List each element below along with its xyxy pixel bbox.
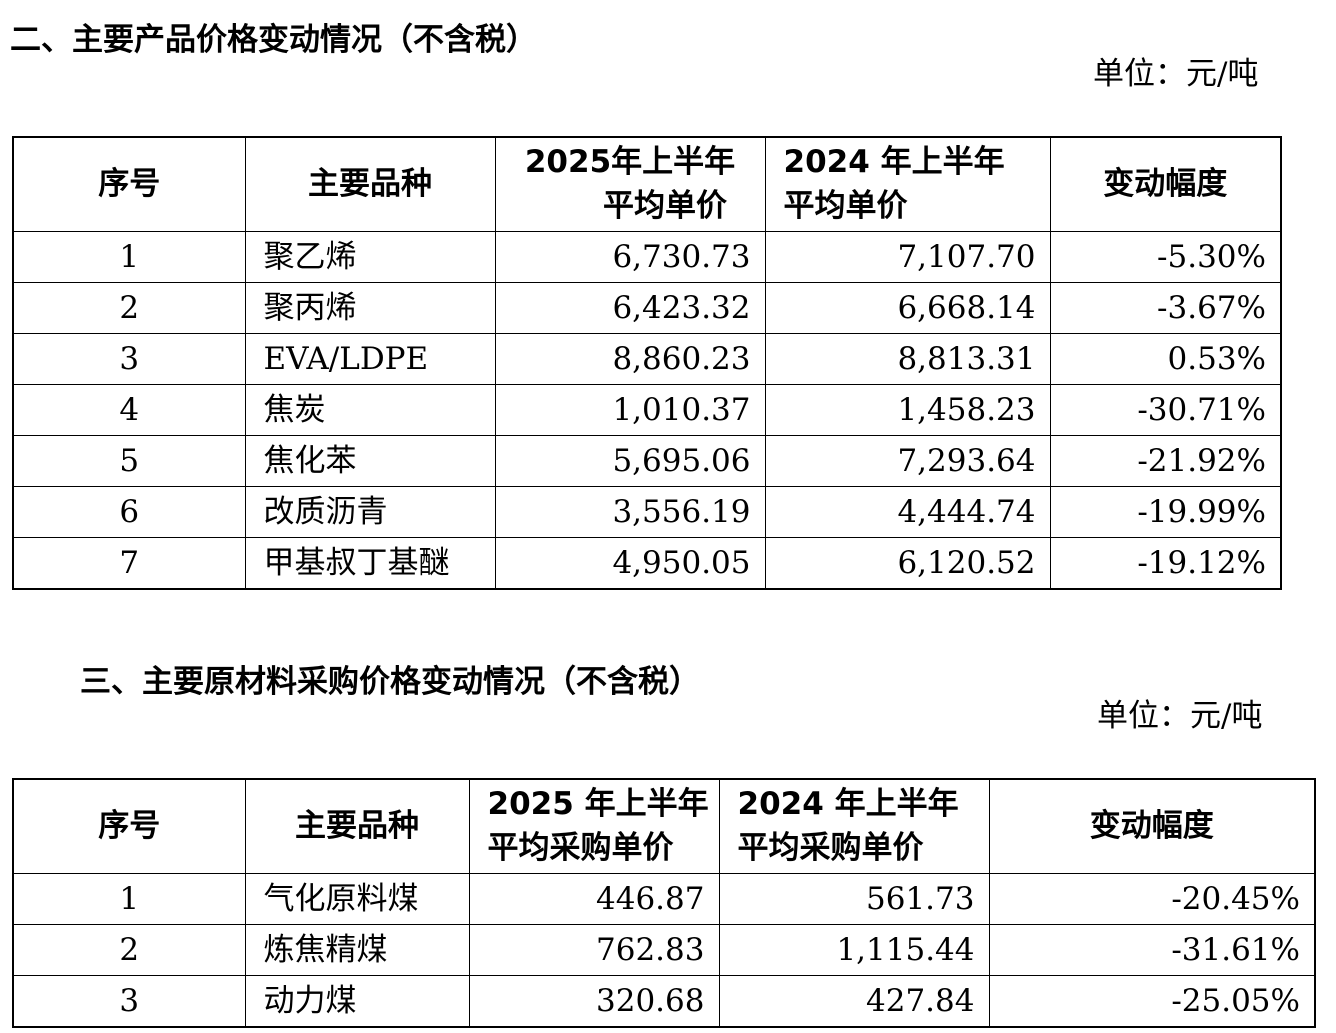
cell-price-2025: 5,695.06 (494, 434, 766, 487)
cell-change: -31.61% (988, 923, 1316, 976)
section3-unit: 单位：元/吨 (1097, 698, 1263, 734)
cell-price-2024: 1,458.23 (764, 383, 1051, 436)
table-row: 4 焦炭 1,010.37 1,458.23 -30.71% (12, 383, 1282, 436)
header-item: 主要品种 (244, 136, 496, 232)
cell-change: -3.67% (1049, 281, 1282, 334)
table-header-row: 序号 主要品种 2025年上半年 平均单价 2024 年上半年 平均单价 变动幅… (12, 136, 1282, 232)
cell-price-2025: 1,010.37 (494, 383, 766, 436)
cell-seq: 7 (12, 536, 246, 589)
header-seq: 序号 (12, 778, 246, 874)
cell-item: 甲基叔丁基醚 (244, 536, 496, 589)
header-price-2025-line1: 2025年上半年 (524, 144, 736, 181)
header-price-2024-line1: 2024 年上半年 (737, 786, 959, 823)
cell-price-2024: 4,444.74 (764, 485, 1051, 538)
cell-item: 聚乙烯 (244, 230, 496, 283)
cell-seq: 5 (12, 434, 246, 487)
table-header-row: 序号 主要品种 2025 年上半年 平均采购单价 2024 年上半年 平均采购单… (12, 778, 1316, 874)
cell-seq: 1 (12, 872, 246, 925)
cell-seq: 6 (12, 485, 246, 538)
cell-price-2024: 427.84 (718, 974, 990, 1027)
cell-change: -19.12% (1049, 536, 1282, 589)
cell-item: 炼焦精煤 (244, 923, 470, 976)
cell-price-2025: 762.83 (468, 923, 720, 976)
cell-item: 焦炭 (244, 383, 496, 436)
cell-price-2024: 561.73 (718, 872, 990, 925)
cell-item: 改质沥青 (244, 485, 496, 538)
cell-price-2024: 6,120.52 (764, 536, 1051, 589)
cell-change: -25.05% (988, 974, 1316, 1027)
header-price-2025-line2: 平均单价 (603, 188, 727, 225)
cell-change: -30.71% (1049, 383, 1282, 436)
cell-seq: 2 (12, 923, 246, 976)
cell-price-2024: 1,115.44 (718, 923, 990, 976)
cell-price-2025: 6,423.32 (494, 281, 766, 334)
table-row: 2 炼焦精煤 762.83 1,115.44 -31.61% (12, 923, 1316, 976)
table-row: 5 焦化苯 5,695.06 7,293.64 -21.92% (12, 434, 1282, 487)
cell-price-2024: 7,107.70 (764, 230, 1051, 283)
table-row: 1 气化原料煤 446.87 561.73 -20.45% (12, 872, 1316, 925)
header-price-2025-line1: 2025 年上半年 (487, 786, 709, 823)
table-row: 3 EVA/LDPE 8,860.23 8,813.31 0.53% (12, 332, 1282, 385)
header-price-2024-line2: 平均单价 (783, 188, 908, 225)
table-row: 6 改质沥青 3,556.19 4,444.74 -19.99% (12, 485, 1282, 538)
header-price-2024-line1: 2024 年上半年 (783, 144, 1005, 181)
cell-item: EVA/LDPE (244, 332, 496, 385)
cell-seq: 1 (12, 230, 246, 283)
cell-price-2025: 320.68 (468, 974, 720, 1027)
header-item: 主要品种 (244, 778, 470, 874)
header-price-2025: 2025年上半年 平均单价 (494, 136, 766, 232)
table-row: 1 聚乙烯 6,730.73 7,107.70 -5.30% (12, 230, 1282, 283)
table-row: 3 动力煤 320.68 427.84 -25.05% (12, 974, 1316, 1027)
cell-price-2025: 3,556.19 (494, 485, 766, 538)
cell-item: 聚丙烯 (244, 281, 496, 334)
section2-title: 二、主要产品价格变动情况（不含税） (10, 22, 537, 58)
cell-seq: 3 (12, 974, 246, 1027)
header-price-2024: 2024 年上半年 平均采购单价 (718, 778, 990, 874)
cell-item: 气化原料煤 (244, 872, 470, 925)
cell-change: -20.45% (988, 872, 1316, 925)
table-row: 7 甲基叔丁基醚 4,950.05 6,120.52 -19.12% (12, 536, 1282, 589)
cell-item: 动力煤 (244, 974, 470, 1027)
cell-change: -19.99% (1049, 485, 1282, 538)
cell-seq: 2 (12, 281, 246, 334)
product-price-table: 序号 主要品种 2025年上半年 平均单价 2024 年上半年 平均单价 变动幅… (12, 136, 1282, 590)
raw-material-price-table: 序号 主要品种 2025 年上半年 平均采购单价 2024 年上半年 平均采购单… (12, 778, 1316, 1028)
cell-price-2025: 6,730.73 (494, 230, 766, 283)
cell-change: -5.30% (1049, 230, 1282, 283)
cell-price-2025: 4,950.05 (494, 536, 766, 589)
cell-seq: 4 (12, 383, 246, 436)
header-seq: 序号 (12, 136, 246, 232)
cell-price-2024: 8,813.31 (764, 332, 1051, 385)
cell-price-2025: 446.87 (468, 872, 720, 925)
section3-title: 三、主要原材料采购价格变动情况（不含税） (80, 664, 700, 700)
cell-price-2024: 7,293.64 (764, 434, 1051, 487)
header-price-2025-line2: 平均采购单价 (487, 830, 674, 867)
table-row: 2 聚丙烯 6,423.32 6,668.14 -3.67% (12, 281, 1282, 334)
header-change: 变动幅度 (1049, 136, 1282, 232)
cell-item: 焦化苯 (244, 434, 496, 487)
cell-price-2024: 6,668.14 (764, 281, 1051, 334)
header-change: 变动幅度 (988, 778, 1316, 874)
header-price-2024: 2024 年上半年 平均单价 (764, 136, 1051, 232)
cell-change: 0.53% (1049, 332, 1282, 385)
header-price-2025: 2025 年上半年 平均采购单价 (468, 778, 720, 874)
cell-change: -21.92% (1049, 434, 1282, 487)
cell-price-2025: 8,860.23 (494, 332, 766, 385)
cell-seq: 3 (12, 332, 246, 385)
section2-unit: 单位：元/吨 (1093, 56, 1259, 92)
header-price-2024-line2: 平均采购单价 (737, 830, 924, 867)
